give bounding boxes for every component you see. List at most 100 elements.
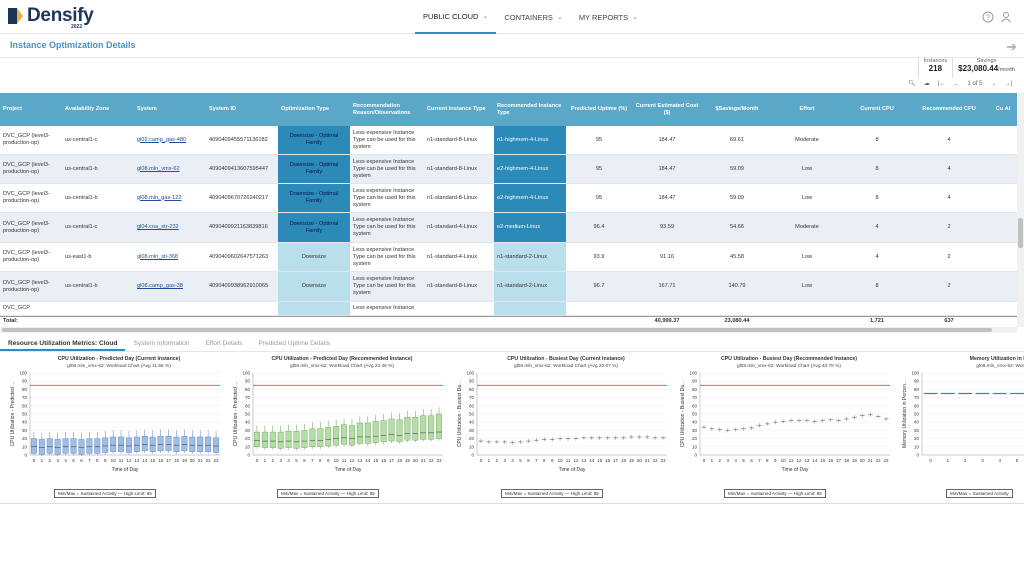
tab-resource-utilization-metrics-cloud[interactable]: Resource Utilization Metrics: Cloud [0,336,126,351]
y-tick-label: 100 [19,371,27,376]
x-tick-label: 1 [947,458,950,463]
cell-id: 4090409670726240217 [209,194,269,201]
cell-zone: us-central1-c [65,136,98,143]
table-horizontal-scrollbar[interactable] [0,327,1017,333]
column-header[interactable]: Availability Zone [65,106,110,112]
column-header[interactable]: $Savings/Month [715,106,759,112]
x-tick-label: 19 [852,458,858,463]
x-axis-label: Time of Day [112,467,139,473]
tab-system-information[interactable]: System Information [133,340,190,347]
back-arrow-icon[interactable]: ➔ [1006,39,1017,54]
first-page-icon[interactable]: |← [937,80,946,87]
column-header[interactable]: Project [3,106,22,112]
column-header[interactable]: Current CPU [860,106,894,112]
user-icon[interactable] [1000,10,1012,23]
cell-system[interactable]: gl08.mln_sti-368 [137,253,179,260]
table-row[interactable]: DVC_GCP (level3-production-op) us-central… [0,213,1017,243]
cell-reason: Less expensive Instance [353,305,415,311]
cloud-download-icon[interactable]: ☁ [923,81,930,87]
cell-project: DVC_GCP (level3-production-op) [3,133,50,146]
x-tick-label: 18 [844,458,850,463]
search-icon[interactable]: 🔍︎ [908,81,916,87]
cell-system[interactable] [134,302,206,315]
y-tick-label: 100 [911,371,919,376]
table-row[interactable]: DVC_GCP (level3-production-op) us-central… [0,184,1017,213]
top-icons: ? [982,10,1012,23]
cell-system[interactable]: gl02.camp_gas-480 [137,136,187,143]
y-tick-label: 20 [914,436,920,441]
column-header[interactable]: Recommended CPU [922,106,976,112]
x-tick-label: 18 [621,458,627,463]
x-tick-label: 17 [166,458,172,463]
x-tick-label: 6 [527,458,530,463]
tab-predicted-uptime-details[interactable]: Predicted Uptime Details [258,340,331,347]
last-page-icon[interactable]: →| [1004,80,1012,87]
cell-zone: us-central1-b [65,283,98,289]
prev-page-icon[interactable]: ← [953,80,960,87]
column-header[interactable]: Current Estimated Cost ($) [635,102,699,116]
column-header[interactable]: System ID [209,106,237,112]
column-header[interactable]: Effort [799,106,815,112]
box [46,438,53,454]
column-header[interactable]: Current Instance Type [427,106,486,112]
table-row[interactable]: DVC_GCP Less expensive Instance [0,302,1017,316]
nav-label: MY REPORTS [578,12,629,22]
cell-cost: 91.16 [660,253,674,260]
detail-tabs: Resource Utilization Metrics: Cloud Syste… [0,336,1024,352]
column-header[interactable]: Predicted Uptime (%) [570,106,628,112]
cell-effort [772,302,842,315]
nav-item-public-cloud[interactable]: PUBLIC CLOUD ⌄ [415,0,497,34]
charts-area: CPU Utilization - Predicted Day (Current… [0,353,1024,503]
x-tick-label: 7 [88,458,91,463]
column-header[interactable]: Recommendation Reason/Observations [353,102,411,116]
nav-item-containers[interactable]: CONTAINERS ⌄ [496,0,571,34]
x-tick-label: 23 [884,458,890,463]
y-tick-label: 50 [469,412,475,417]
cell-effort: Low [801,165,813,172]
scroll-thumb[interactable] [1018,218,1023,248]
table-row[interactable]: DVC_GCP (level3-production-op) us-central… [0,126,1017,155]
next-page-icon[interactable]: → [990,80,997,87]
x-tick-label: 4 [287,458,290,463]
box [341,424,348,445]
column-header[interactable]: Optimization Type [281,106,330,112]
y-tick-label: 90 [245,379,251,384]
y-tick-label: 80 [914,387,920,392]
table-row[interactable]: DVC_GCP (level3-production-op) us-east1-b… [0,243,1017,272]
y-axis-label: CPU Utilization - Busiest Da... [457,381,463,447]
table-vertical-scrollbar[interactable] [1017,93,1024,327]
chart-subtitle: gl08.mln_vmx-62: Workload Chart (Avg 20.… [513,364,619,369]
cell-ccpu: 8 [875,194,879,201]
box [38,439,45,455]
nav-item-my-reports[interactable]: MY REPORTS ⌄ [571,0,646,34]
y-tick-label: 100 [689,371,697,376]
box [133,436,140,452]
x-tick-label: 5 [742,458,745,463]
y-tick-label: 80 [22,387,28,392]
help-icon[interactable]: ? [982,10,994,23]
cell-system[interactable]: gl08.camp_gas-38 [137,283,184,289]
y-tick-label: 10 [469,444,475,449]
column-header[interactable]: System [137,106,157,112]
x-tick-label: 9 [104,458,107,463]
column-header[interactable]: Cu Al [995,106,1011,112]
cell-effort: Low [801,194,813,201]
cell-system[interactable]: gl04.coa_str-232 [137,224,179,230]
x-tick-label: 1 [711,458,714,463]
column-header[interactable]: Recommended Instance Type [497,102,562,116]
cell-project: DVC_GCP (level3-production-op) [3,220,50,234]
tab-effort-details[interactable]: Effort Details [205,340,243,347]
x-tick-label: 15 [597,458,603,463]
scroll-thumb[interactable] [2,328,992,332]
cell-cost: 167.71 [658,283,676,289]
table-row[interactable]: DVC_GCP (level3-production-op) us-central… [0,155,1017,184]
cell-system[interactable]: gl08.mln_vmx-62 [137,165,180,172]
x-tick-label: 14 [812,458,818,463]
cell-system[interactable]: gl08.mln_gas-122 [137,194,182,201]
cell-zone: us-central1-b [65,194,98,201]
cell-project: DVC_GCP (level3-production-op) [3,279,50,293]
chart-4: CPU Utilization - Busiest Day (Recommend… [678,353,900,503]
table-row[interactable]: DVC_GCP (level3-production-op) us-central… [0,272,1017,302]
y-tick-label: 20 [692,436,698,441]
densify-logo[interactable]: Densify 2022 [7,6,94,30]
